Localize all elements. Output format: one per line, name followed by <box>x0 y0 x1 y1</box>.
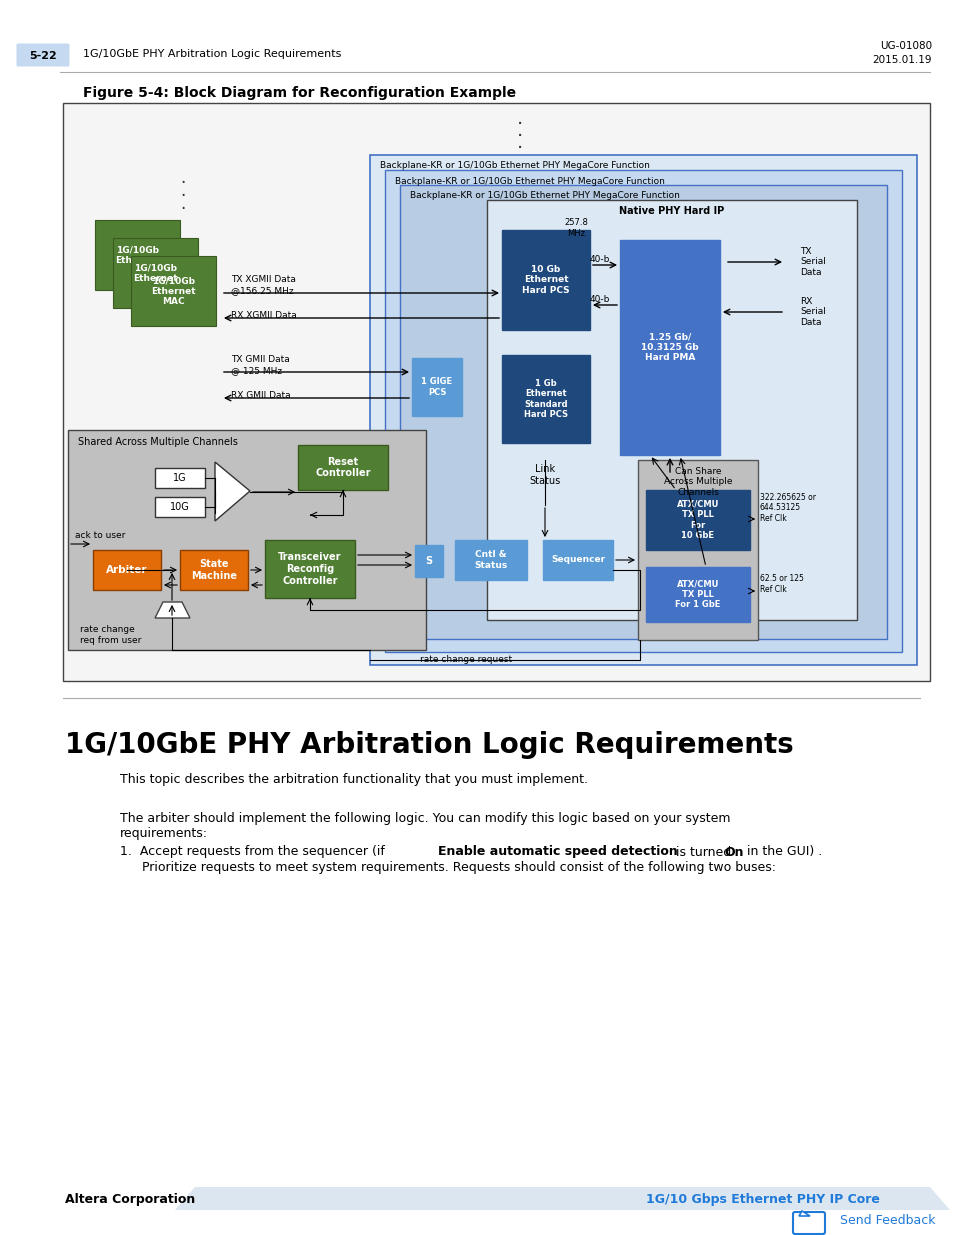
Text: ·: · <box>180 200 186 219</box>
Text: 1G: 1G <box>173 473 187 483</box>
Text: 257.8
MHz: 257.8 MHz <box>563 219 587 237</box>
Text: Reset
Controller: Reset Controller <box>314 457 371 478</box>
Bar <box>112 238 198 308</box>
Text: 1.  Accept requests from the sequencer (if: 1. Accept requests from the sequencer (i… <box>120 846 389 858</box>
FancyBboxPatch shape <box>792 1212 824 1234</box>
Text: TX GMII Data
@ 125 MHz: TX GMII Data @ 125 MHz <box>231 356 290 374</box>
Bar <box>95 220 180 290</box>
Text: Can Share
Across Multiple
Channels: Can Share Across Multiple Channels <box>663 467 732 496</box>
Text: ack to user: ack to user <box>75 531 125 541</box>
Text: 40-b: 40-b <box>589 295 610 305</box>
Text: ·: · <box>517 127 522 147</box>
Bar <box>412 358 461 416</box>
Bar <box>399 185 886 638</box>
Bar <box>415 545 442 577</box>
Bar <box>501 354 589 443</box>
Text: Send Feedback: Send Feedback <box>840 1214 935 1228</box>
Text: 1G/10GbE PHY Arbitration Logic Requirements: 1G/10GbE PHY Arbitration Logic Requireme… <box>65 731 793 760</box>
Text: 1G/10GbE PHY Arbitration Logic Requirements: 1G/10GbE PHY Arbitration Logic Requireme… <box>83 49 341 59</box>
Text: Backplane-KR or 1G/10Gb Ethernet PHY MegaCore Function: Backplane-KR or 1G/10Gb Ethernet PHY Meg… <box>379 162 649 170</box>
Text: Backplane-KR or 1G/10Gb Ethernet PHY MegaCore Function: Backplane-KR or 1G/10Gb Ethernet PHY Meg… <box>395 177 664 185</box>
Text: Cntl &
Status: Cntl & Status <box>474 551 507 569</box>
Text: Enable automatic speed detection: Enable automatic speed detection <box>437 846 677 858</box>
Text: in the GUI) .: in the GUI) . <box>742 846 821 858</box>
Bar <box>92 550 161 590</box>
FancyBboxPatch shape <box>16 43 70 67</box>
Text: On: On <box>723 846 742 858</box>
Text: Sequencer: Sequencer <box>551 556 604 564</box>
Bar <box>68 430 426 650</box>
Text: RX
Serial
Data: RX Serial Data <box>800 298 825 327</box>
Text: 322.265625 or
644.53125
Ref Clk: 322.265625 or 644.53125 Ref Clk <box>760 493 815 522</box>
Bar <box>645 567 749 622</box>
Text: Figure 5-4: Block Diagram for Reconfiguration Example: Figure 5-4: Block Diagram for Reconfigur… <box>83 86 516 100</box>
Bar <box>455 540 526 580</box>
Text: This topic describes the arbitration functionality that you must implement.: This topic describes the arbitration fun… <box>120 773 587 787</box>
Text: Arbiter: Arbiter <box>106 564 148 576</box>
Text: RX XGMII Data: RX XGMII Data <box>231 310 296 320</box>
Text: Prioritize requests to meet system requirements. Requests should consist of the : Prioritize requests to meet system requi… <box>142 862 775 874</box>
Text: 10 Gb
Ethernet
Hard PCS: 10 Gb Ethernet Hard PCS <box>521 266 569 295</box>
Text: TX
Serial
Data: TX Serial Data <box>800 247 825 277</box>
Text: ·: · <box>180 174 186 191</box>
Bar <box>63 103 929 680</box>
Bar <box>131 256 215 326</box>
Bar <box>297 445 388 490</box>
Bar <box>486 200 856 620</box>
Bar <box>265 540 355 598</box>
Bar <box>645 490 749 550</box>
Polygon shape <box>214 462 250 521</box>
Polygon shape <box>799 1212 809 1216</box>
Text: Shared Across Multiple Channels: Shared Across Multiple Channels <box>78 437 237 447</box>
Bar <box>501 230 589 330</box>
Text: Backplane-KR or 1G/10Gb Ethernet PHY MegaCore Function: Backplane-KR or 1G/10Gb Ethernet PHY Meg… <box>410 191 679 200</box>
Text: 2015.01.19: 2015.01.19 <box>872 56 931 65</box>
Bar <box>154 496 205 517</box>
Text: rate change
req from user: rate change req from user <box>80 625 141 645</box>
Text: 1 Gb
Ethernet
Standard
Hard PCS: 1 Gb Ethernet Standard Hard PCS <box>523 379 567 419</box>
Text: 1G/10 Gbps Ethernet PHY IP Core: 1G/10 Gbps Ethernet PHY IP Core <box>645 1193 879 1205</box>
Text: UG-01080: UG-01080 <box>879 41 931 51</box>
Bar <box>619 240 720 454</box>
Text: The arbiter should implement the following logic. You can modify this logic base: The arbiter should implement the followi… <box>120 811 730 840</box>
Text: ·: · <box>180 186 186 205</box>
Text: TX XGMII Data
@156.25 MHz: TX XGMII Data @156.25 MHz <box>231 275 295 295</box>
Text: 1.25 Gb/
10.3125 Gb
Hard PMA: 1.25 Gb/ 10.3125 Gb Hard PMA <box>640 332 699 362</box>
Bar <box>542 540 613 580</box>
Text: 40-b: 40-b <box>589 256 610 264</box>
Text: is turned: is turned <box>671 846 735 858</box>
Text: ·: · <box>517 116 522 135</box>
Text: ·: · <box>517 140 522 158</box>
Bar <box>180 550 248 590</box>
Bar <box>638 459 758 640</box>
Text: ATX/CMU
TX PLL
For 1 GbE: ATX/CMU TX PLL For 1 GbE <box>675 579 720 609</box>
Polygon shape <box>154 601 190 618</box>
Text: 62.5 or 125
Ref Clk: 62.5 or 125 Ref Clk <box>760 574 803 594</box>
Text: 5-22: 5-22 <box>30 51 57 61</box>
Text: Transceiver
Reconfig
Controller: Transceiver Reconfig Controller <box>278 552 341 585</box>
Text: 1G/10Gb
Ethernet
MAC: 1G/10Gb Ethernet MAC <box>151 277 195 306</box>
Text: RX GMII Data: RX GMII Data <box>231 390 291 399</box>
Text: 1 GIGE
PCS: 1 GIGE PCS <box>421 378 452 396</box>
Text: Link
Status: Link Status <box>529 464 560 485</box>
Text: 10G: 10G <box>170 501 190 513</box>
Text: 1G/10Gb
Ethernet: 1G/10Gb Ethernet <box>115 246 160 264</box>
Bar <box>385 170 901 652</box>
Text: S: S <box>425 556 432 566</box>
Polygon shape <box>174 1187 949 1210</box>
Text: Native PHY Hard IP: Native PHY Hard IP <box>618 206 724 216</box>
Text: 1G/10Gb
Ethernet: 1G/10Gb Ethernet <box>133 263 177 283</box>
Bar <box>154 468 205 488</box>
Text: rate change request: rate change request <box>419 656 512 664</box>
Bar <box>370 156 916 664</box>
Text: Altera Corporation: Altera Corporation <box>65 1193 195 1205</box>
Text: ATX/CMU
TX PLL
For
10 GbE: ATX/CMU TX PLL For 10 GbE <box>676 500 719 540</box>
Text: State
Machine: State Machine <box>191 559 236 580</box>
